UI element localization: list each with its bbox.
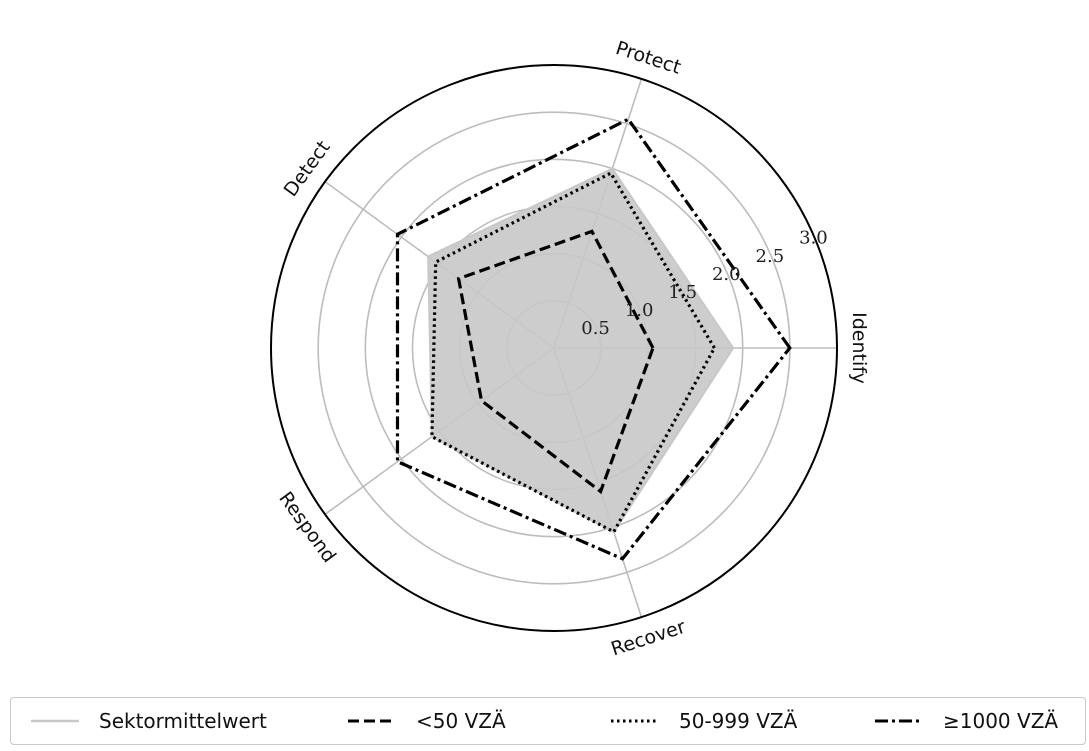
series-2-line: [430, 170, 717, 535]
series-layer: [395, 117, 792, 561]
outer-ring-layer: [270, 64, 838, 632]
legend-label: ≥1000 VZÄ: [943, 709, 1059, 733]
axis-label-protect: Protect: [613, 37, 684, 79]
legend-swatch-dashdot: [875, 719, 923, 723]
series-0-area: [427, 167, 735, 534]
axis-label-detect: Detect: [280, 137, 335, 201]
legend-label: Sektormittelwert: [99, 709, 267, 733]
legend-item-sektormittelwert: Sektormittelwert: [29, 698, 267, 744]
legend-item-ge1000: ≥1000 VZÄ: [873, 698, 1058, 744]
legend: Sektormittelwert <50 VZÄ 50-999 VZÄ ≥100…: [10, 697, 1086, 745]
legend-label: 50-999 VZÄ: [679, 709, 798, 733]
legend-item-50-999: 50-999 VZÄ: [609, 698, 797, 744]
series-3-line: [395, 117, 792, 561]
r-tick-label: 1.0: [625, 300, 654, 321]
outer-circle: [270, 64, 838, 632]
legend-swatch-solid: [31, 719, 79, 723]
r-tick-label: 2.5: [756, 246, 785, 267]
r-tick-label: 2.0: [712, 264, 741, 285]
radar-chart: 0.5 1.0 1.5 2.0 2.5 3.0 Identify Protect Detect R…: [270, 37, 870, 660]
r-tick-label: 3.0: [799, 228, 828, 249]
legend-swatch-dotted: [611, 719, 659, 723]
axis-label-identify: Identify: [848, 312, 870, 384]
axis-label-respond: Respond: [274, 488, 340, 567]
r-tick-label: 0.5: [581, 318, 610, 339]
r-tick-label: 1.5: [668, 282, 697, 303]
legend-swatch-dashed: [348, 719, 396, 723]
legend-label: <50 VZÄ: [416, 709, 506, 733]
legend-item-lt50: <50 VZÄ: [346, 698, 506, 744]
